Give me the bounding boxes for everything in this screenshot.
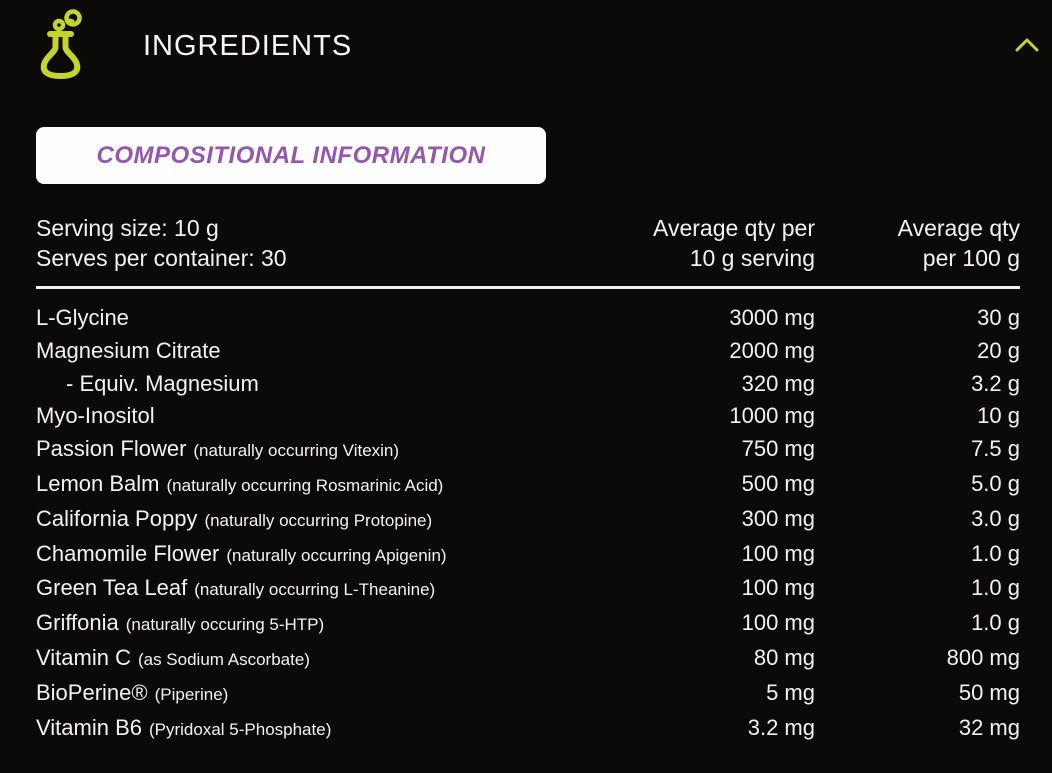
table-row: Griffonia (naturally occuring 5-HTP) 100 …: [36, 607, 1020, 642]
col-header-per-100g: Average qty per 100 g: [897, 215, 1020, 271]
ingredient-name: California Poppy: [36, 505, 198, 531]
ingredient-note: (Pyridoxal 5-Phosphate): [148, 719, 332, 739]
qty-per-serving: 300 mg: [741, 505, 815, 531]
table-row: Vitamin B6 (Pyridoxal 5-Phosphate) 3.2 mg…: [36, 712, 1020, 747]
qty-per-100g: 1.0 g: [971, 610, 1020, 636]
ingredient-name: Vitamin B6: [36, 714, 142, 740]
table-row: California Poppy (naturally occurring Pro…: [36, 503, 1020, 538]
flask-icon: [24, 8, 98, 93]
ingredient-note: (as Sodium Ascorbate): [137, 649, 310, 669]
table-row: BioPerine® (Piperine) 5 mg 50 mg: [36, 677, 1020, 712]
ingredient-name: Vitamin C: [36, 644, 131, 670]
compositional-information-badge: COMPOSITIONAL INFORMATION: [36, 127, 546, 184]
col-header-per-serving: Average qty per 10 g serving: [653, 215, 815, 271]
qty-per-serving: 1000 mg: [729, 403, 815, 429]
page-title: INGREDIENTS: [143, 30, 353, 62]
composition-table: Serving size: 10 g Serves per container:…: [36, 213, 1020, 746]
badge-label: COMPOSITIONAL INFORMATION: [96, 141, 486, 169]
ingredient-name: Magnesium Citrate: [36, 337, 221, 363]
ingredient-name: Griffonia: [36, 610, 119, 636]
table-row: L-Glycine 3000 mg 30 g: [36, 302, 1020, 335]
ingredient-note: (naturally occurring Protopine): [204, 510, 433, 530]
ingredient-note: (naturally occurring Apigenin): [226, 545, 447, 565]
ingredient-name: Green Tea Leaf: [36, 575, 188, 601]
ingredient-note: (naturally occuring 5-HTP): [125, 615, 325, 635]
qty-per-100g: 20 g: [977, 337, 1020, 363]
qty-per-100g: 1.0 g: [971, 540, 1020, 566]
qty-per-serving: 100 mg: [741, 575, 815, 601]
ingredient-name: Passion Flower: [36, 436, 187, 462]
ingredient-name: - Equiv. Magnesium: [66, 370, 259, 396]
chevron-up-icon[interactable]: [1014, 36, 1040, 59]
table-row: Myo-Inositol 1000 mg 10 g: [36, 400, 1020, 433]
ingredient-name: Myo-Inositol: [36, 403, 155, 429]
table-row: Chamomile Flower (naturally occurring Api…: [36, 538, 1020, 573]
qty-per-100g: 10 g: [977, 403, 1020, 429]
serves-per-container: Serves per container: 30: [36, 245, 287, 271]
table-row: - Equiv. Magnesium 320 mg 3.2 g: [36, 368, 1020, 401]
ingredient-name: L-Glycine: [36, 305, 129, 330]
qty-per-serving: 320 mg: [741, 370, 815, 396]
qty-per-100g: 3.0 g: [971, 505, 1020, 531]
header-divider: [36, 286, 1020, 289]
qty-per-serving: 3000 mg: [729, 305, 815, 330]
qty-per-100g: 800 mg: [946, 644, 1020, 670]
ingredient-name: Chamomile Flower: [36, 540, 220, 566]
qty-per-100g: 5.0 g: [971, 470, 1020, 496]
table-row: Vitamin C (as Sodium Ascorbate) 80 mg 800…: [36, 642, 1020, 677]
qty-per-serving: 80 mg: [753, 644, 815, 670]
qty-per-serving: 750 mg: [741, 436, 815, 462]
table-row: Green Tea Leaf (naturally occurring L-The…: [36, 572, 1020, 607]
qty-per-serving: 100 mg: [741, 610, 815, 636]
serving-info: Serving size: 10 g Serves per container:…: [36, 213, 645, 273]
qty-per-100g: 30 g: [977, 305, 1020, 330]
qty-per-serving: 5 mg: [766, 679, 815, 705]
ingredient-name: BioPerine®: [36, 679, 148, 705]
ingredient-note: (naturally occurring L-Theanine): [194, 580, 436, 600]
ingredient-name: Lemon Balm: [36, 470, 160, 496]
qty-per-serving: 2000 mg: [729, 337, 815, 363]
ingredient-note: (naturally occurring Rosmarinic Acid): [166, 475, 444, 495]
qty-per-100g: 1.0 g: [971, 575, 1020, 601]
qty-per-serving: 3.2 mg: [747, 714, 815, 740]
serving-size: Serving size: 10 g: [36, 215, 219, 241]
ingredient-note: (Piperine): [154, 684, 229, 704]
qty-per-100g: 7.5 g: [971, 436, 1020, 462]
ingredients-section-header[interactable]: INGREDIENTS: [0, 0, 1052, 97]
table-row: Magnesium Citrate 2000 mg 20 g: [36, 335, 1020, 368]
ingredient-note: (naturally occurring Vitexin): [193, 441, 400, 461]
table-row: Passion Flower (naturally occurring Vitex…: [36, 433, 1020, 468]
qty-per-serving: 500 mg: [741, 470, 815, 496]
qty-per-100g: 32 mg: [958, 714, 1020, 740]
qty-per-100g: 50 mg: [958, 679, 1020, 705]
table-header: Serving size: 10 g Serves per container:…: [36, 213, 1020, 273]
table-body: L-Glycine 3000 mg 30 g Magnesium Citrate…: [36, 289, 1020, 746]
qty-per-serving: 100 mg: [741, 540, 815, 566]
table-row: Lemon Balm (naturally occurring Rosmarini…: [36, 468, 1020, 503]
qty-per-100g: 3.2 g: [971, 370, 1020, 396]
